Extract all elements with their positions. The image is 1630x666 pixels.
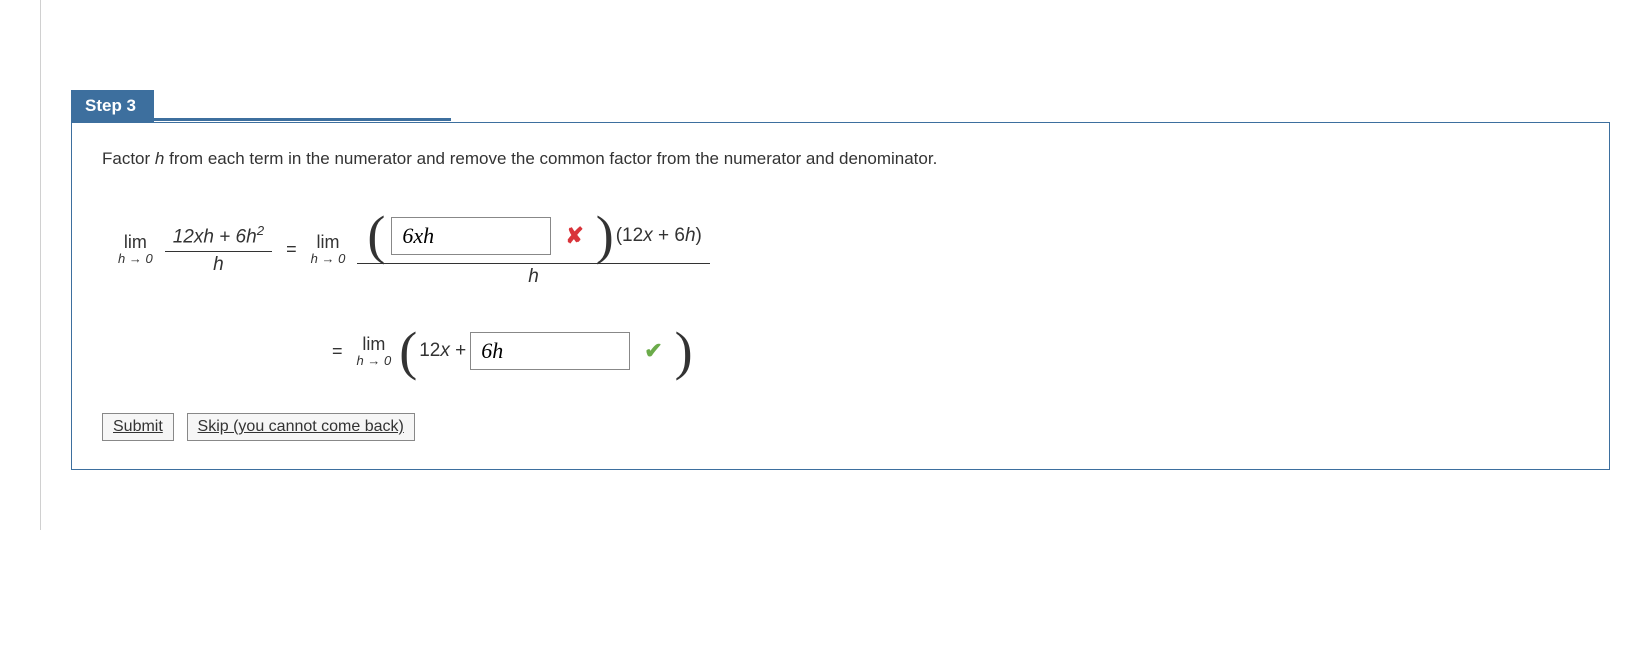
step-header: Step 3 bbox=[71, 90, 154, 122]
rhs-trailing-expr: (12x + 6h) bbox=[616, 225, 702, 247]
limit-rhs-1: lim h → 0 bbox=[311, 233, 346, 266]
step-box: Factor h from each term in the numerator… bbox=[71, 122, 1610, 470]
rhs-numerator-1: ( ✘ ) (12x + 6h) bbox=[357, 209, 710, 264]
paren-close-icon: ) bbox=[596, 214, 614, 257]
lhs-fraction: 12xh + 6h2 h bbox=[165, 221, 272, 277]
lim-sub: h → 0 bbox=[311, 252, 346, 266]
math-area: lim h → 0 12xh + 6h2 h = lim h → 0 bbox=[112, 209, 1579, 373]
line2-prefix: 12x + bbox=[419, 340, 466, 362]
correct-icon: ✔ bbox=[644, 338, 662, 364]
lim-sub: h → 0 bbox=[357, 354, 392, 368]
lim-text: lim bbox=[316, 233, 339, 252]
limit-rhs-2: lim h → 0 bbox=[357, 335, 392, 368]
instruction-text: Factor h from each term in the numerator… bbox=[102, 145, 1579, 174]
submit-button[interactable]: Submit bbox=[102, 413, 174, 441]
paren-close-icon: ) bbox=[675, 330, 693, 373]
action-row: Submit Skip (you cannot come back) bbox=[102, 413, 1579, 441]
lhs-denominator: h bbox=[205, 252, 232, 278]
instruction-var: h bbox=[155, 149, 164, 168]
equals-1: = bbox=[286, 239, 297, 260]
step-container: Step 3 Factor h from each term in the nu… bbox=[71, 90, 1610, 470]
lim-sub: h → 0 bbox=[118, 252, 153, 266]
instruction-pre: Factor bbox=[102, 149, 155, 168]
rhs-fraction-1: ( ✘ ) (12x + 6h) h bbox=[357, 209, 710, 290]
lim-text: lim bbox=[124, 233, 147, 252]
instruction-post: from each term in the numerator and remo… bbox=[164, 149, 937, 168]
skip-button[interactable]: Skip (you cannot come back) bbox=[187, 413, 415, 441]
paren-open-icon: ( bbox=[367, 214, 385, 257]
answer-input-1[interactable] bbox=[391, 217, 551, 255]
limit-lhs: lim h → 0 bbox=[118, 233, 153, 266]
equals-2: = bbox=[332, 341, 343, 362]
lhs-numerator: 12xh + 6h2 bbox=[165, 221, 272, 251]
answer-input-2[interactable] bbox=[470, 332, 630, 370]
rhs-denominator-1: h bbox=[520, 264, 547, 290]
equation-line-1: lim h → 0 12xh + 6h2 h = lim h → 0 bbox=[112, 209, 1579, 290]
lim-text: lim bbox=[362, 335, 385, 354]
incorrect-icon: ✘ bbox=[565, 223, 583, 249]
equation-line-2: = lim h → 0 ( 12x + ✔ ) bbox=[324, 330, 1579, 373]
paren-open-icon: ( bbox=[399, 330, 417, 373]
